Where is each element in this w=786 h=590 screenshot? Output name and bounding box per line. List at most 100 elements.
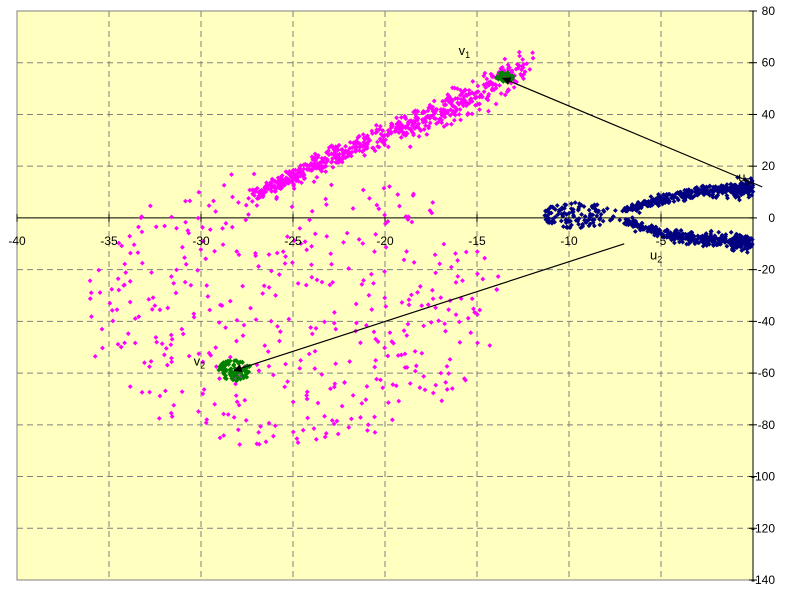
data-point: [746, 185, 752, 190]
data-point: [715, 242, 721, 247]
data-point: [517, 53, 523, 59]
data-point: [205, 294, 211, 299]
data-point: [694, 184, 700, 190]
data-point: [290, 260, 295, 265]
data-point: [625, 205, 630, 211]
data-point: [88, 290, 94, 296]
data-point: [470, 79, 476, 84]
data-point: [253, 253, 259, 259]
data-point: [433, 305, 439, 311]
data-point: [303, 282, 309, 288]
data-point: [153, 224, 159, 230]
data-point: [382, 212, 388, 218]
x-tick-label: -15: [468, 234, 486, 248]
data-point: [695, 233, 701, 239]
data-point: [576, 221, 581, 227]
data-point: [692, 238, 698, 244]
data-point: [412, 126, 418, 131]
data-point: [274, 196, 279, 202]
data-point: [227, 354, 233, 360]
data-point: [329, 151, 335, 157]
data-point: [352, 139, 358, 145]
data-point: [409, 219, 415, 225]
data-point: [261, 189, 266, 195]
data-point: [240, 359, 245, 365]
data-point: [363, 397, 369, 403]
data-point: [597, 217, 603, 222]
data-point: [331, 384, 337, 390]
data-point: [406, 302, 412, 308]
data-point: [307, 163, 313, 168]
data-point: [361, 278, 366, 283]
data-point: [674, 227, 680, 233]
data-point: [296, 167, 302, 173]
data-point: [710, 189, 715, 194]
data-point: [188, 282, 194, 288]
data-point: [468, 330, 474, 336]
data-point: [341, 239, 346, 245]
data-point: [446, 371, 452, 376]
data-point: [455, 95, 461, 101]
data-point: [319, 279, 325, 285]
data-point: [211, 198, 216, 204]
data-point: [408, 292, 414, 298]
data-point: [461, 376, 467, 382]
data-point: [448, 98, 454, 104]
data-point: [398, 115, 404, 120]
data-point: [312, 231, 318, 237]
data-point: [629, 203, 635, 209]
data-point: [627, 221, 633, 226]
data-point: [361, 139, 367, 145]
data-point: [427, 102, 433, 108]
data-point: [724, 243, 730, 249]
data-point: [350, 206, 356, 211]
data-point: [164, 362, 170, 368]
data-point: [354, 320, 359, 326]
data-point: [283, 169, 289, 175]
data-point: [340, 156, 346, 162]
data-point: [484, 96, 489, 101]
data-point: [652, 232, 657, 238]
data-point: [727, 185, 733, 191]
data-point: [443, 102, 449, 108]
data-point: [283, 254, 288, 259]
data-point: [207, 227, 213, 233]
data-point: [330, 164, 336, 170]
data-point: [405, 217, 411, 222]
data-point: [746, 239, 751, 245]
data-point: [459, 90, 465, 96]
data-point: [349, 149, 355, 155]
annotation-label: v1: [459, 43, 471, 60]
data-point: [444, 387, 450, 392]
data-point: [320, 156, 326, 162]
data-point: [465, 110, 471, 116]
data-point: [431, 115, 437, 121]
data-point: [643, 225, 648, 230]
data-point: [462, 98, 468, 104]
data-point: [425, 113, 430, 119]
data-point: [677, 239, 682, 245]
y-tick-label: -60: [758, 366, 776, 380]
data-point: [309, 154, 315, 160]
data-point: [579, 212, 584, 217]
data-point: [204, 417, 210, 423]
data-point: [282, 181, 288, 187]
data-point: [430, 104, 436, 110]
data-point: [372, 364, 378, 370]
data-point: [207, 307, 213, 313]
data-point: [276, 182, 282, 188]
data-point: [268, 318, 274, 324]
data-point: [373, 122, 379, 128]
data-point: [324, 149, 330, 155]
data-point: [226, 362, 231, 367]
data-point: [347, 359, 353, 364]
data-point: [505, 71, 511, 77]
data-point: [731, 236, 736, 241]
data-point: [191, 314, 197, 320]
data-point: [407, 144, 413, 150]
data-point: [183, 219, 188, 225]
data-point: [220, 242, 226, 248]
data-point: [649, 227, 655, 233]
data-point: [322, 319, 327, 325]
data-point: [328, 251, 334, 257]
